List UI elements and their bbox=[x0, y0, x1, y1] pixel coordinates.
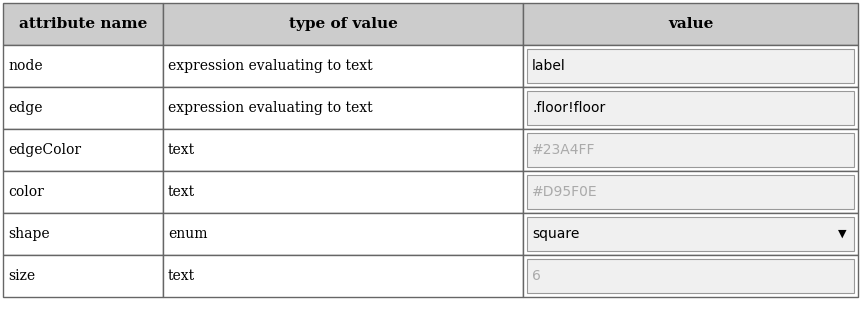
Bar bbox=[523, 3, 858, 45]
Bar bbox=[163, 45, 523, 87]
Bar bbox=[163, 213, 523, 255]
Text: type of value: type of value bbox=[288, 17, 398, 31]
Bar bbox=[523, 213, 858, 255]
Text: .floor!floor: .floor!floor bbox=[532, 101, 605, 115]
Bar bbox=[527, 133, 854, 167]
Bar bbox=[523, 255, 858, 297]
Text: ▼: ▼ bbox=[838, 229, 846, 239]
Bar bbox=[3, 171, 163, 213]
Bar bbox=[527, 217, 854, 251]
Text: value: value bbox=[668, 17, 713, 31]
Text: #D95F0E: #D95F0E bbox=[532, 185, 598, 199]
Text: expression evaluating to text: expression evaluating to text bbox=[168, 59, 373, 73]
Bar bbox=[523, 45, 858, 87]
Bar bbox=[163, 129, 523, 171]
Bar bbox=[523, 87, 858, 129]
Text: color: color bbox=[8, 185, 44, 199]
Bar bbox=[523, 129, 858, 171]
Text: node: node bbox=[8, 59, 43, 73]
Text: text: text bbox=[168, 269, 195, 283]
Bar bbox=[527, 175, 854, 209]
Bar bbox=[523, 171, 858, 213]
Bar bbox=[527, 259, 854, 293]
Bar bbox=[3, 129, 163, 171]
Bar bbox=[3, 255, 163, 297]
Text: attribute name: attribute name bbox=[19, 17, 147, 31]
Bar bbox=[163, 255, 523, 297]
Bar bbox=[3, 3, 163, 45]
Bar bbox=[3, 213, 163, 255]
Text: 6: 6 bbox=[532, 269, 541, 283]
Bar bbox=[163, 87, 523, 129]
Bar bbox=[527, 49, 854, 83]
Bar bbox=[163, 3, 523, 45]
Text: #23A4FF: #23A4FF bbox=[532, 143, 596, 157]
Text: text: text bbox=[168, 143, 195, 157]
Bar bbox=[163, 171, 523, 213]
Text: edgeColor: edgeColor bbox=[8, 143, 81, 157]
Text: label: label bbox=[532, 59, 566, 73]
Text: edge: edge bbox=[8, 101, 42, 115]
Bar bbox=[3, 87, 163, 129]
Bar bbox=[3, 45, 163, 87]
Text: text: text bbox=[168, 185, 195, 199]
Bar bbox=[527, 91, 854, 125]
Text: square: square bbox=[532, 227, 579, 241]
Text: enum: enum bbox=[168, 227, 208, 241]
Text: expression evaluating to text: expression evaluating to text bbox=[168, 101, 373, 115]
Text: shape: shape bbox=[8, 227, 50, 241]
Text: size: size bbox=[8, 269, 35, 283]
